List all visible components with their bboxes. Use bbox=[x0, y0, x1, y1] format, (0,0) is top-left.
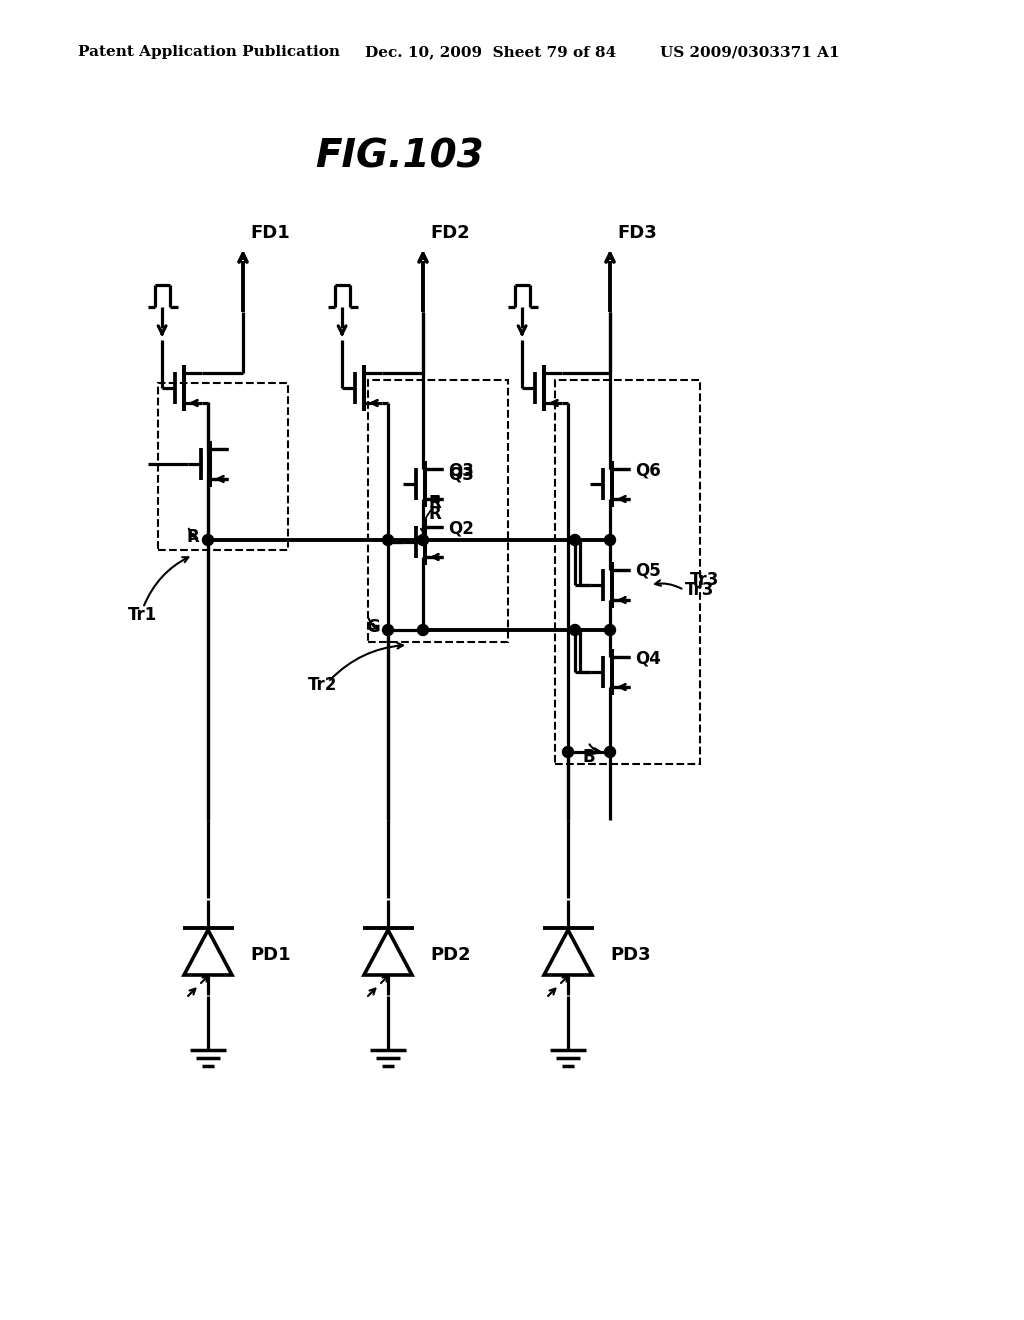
Circle shape bbox=[604, 747, 615, 758]
Text: Tr1: Tr1 bbox=[128, 606, 158, 624]
Text: PD2: PD2 bbox=[430, 946, 471, 964]
Text: Q6: Q6 bbox=[635, 461, 660, 479]
Text: Tr2: Tr2 bbox=[308, 676, 337, 694]
Circle shape bbox=[569, 535, 581, 545]
Circle shape bbox=[569, 624, 581, 635]
Text: Tr3: Tr3 bbox=[690, 572, 720, 589]
Circle shape bbox=[604, 624, 615, 635]
Circle shape bbox=[383, 624, 393, 635]
Circle shape bbox=[203, 535, 213, 545]
Text: Q4: Q4 bbox=[635, 649, 660, 667]
Text: R: R bbox=[428, 506, 440, 523]
Text: Q3: Q3 bbox=[449, 461, 474, 479]
Circle shape bbox=[418, 624, 428, 635]
Text: Q3: Q3 bbox=[449, 465, 474, 483]
Text: R: R bbox=[186, 528, 199, 546]
Circle shape bbox=[383, 535, 393, 545]
Text: Patent Application Publication: Patent Application Publication bbox=[78, 45, 340, 59]
Circle shape bbox=[604, 535, 615, 545]
Text: R: R bbox=[428, 494, 440, 512]
Text: Q5: Q5 bbox=[635, 562, 660, 579]
Text: FD3: FD3 bbox=[617, 224, 656, 242]
Text: US 2009/0303371 A1: US 2009/0303371 A1 bbox=[660, 45, 840, 59]
Circle shape bbox=[418, 535, 428, 545]
Text: Dec. 10, 2009  Sheet 79 of 84: Dec. 10, 2009 Sheet 79 of 84 bbox=[365, 45, 616, 59]
Text: G: G bbox=[366, 618, 380, 636]
Circle shape bbox=[562, 747, 573, 758]
Text: B: B bbox=[582, 748, 595, 766]
Text: FIG.103: FIG.103 bbox=[315, 139, 484, 176]
Text: Q2: Q2 bbox=[449, 519, 474, 537]
Text: Tr3: Tr3 bbox=[685, 581, 715, 599]
Text: PD3: PD3 bbox=[610, 946, 650, 964]
Text: FD1: FD1 bbox=[250, 224, 290, 242]
Text: FD2: FD2 bbox=[430, 224, 470, 242]
Text: PD1: PD1 bbox=[250, 946, 291, 964]
